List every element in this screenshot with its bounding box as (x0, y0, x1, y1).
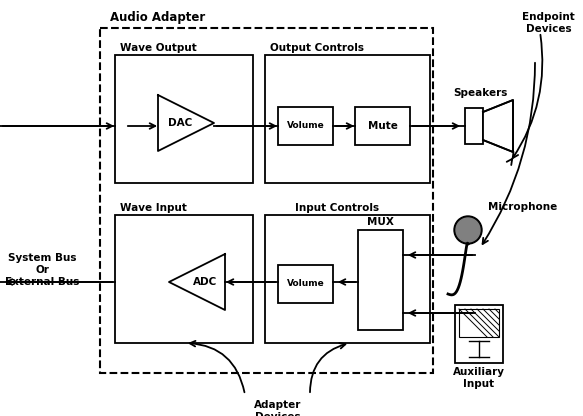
Text: Volume: Volume (287, 121, 324, 131)
Bar (455, 305, 503, 363)
Text: Adapter
Devices: Adapter Devices (254, 400, 301, 416)
Bar (115, 55, 253, 183)
Bar (355, 107, 410, 145)
Text: Input Controls: Input Controls (295, 203, 379, 213)
Bar (278, 265, 333, 303)
Bar (265, 215, 430, 343)
Text: ADC: ADC (193, 277, 217, 287)
Text: Mute: Mute (367, 121, 398, 131)
Text: Endpoint
Devices: Endpoint Devices (522, 12, 575, 34)
Circle shape (456, 218, 480, 242)
Text: Audio Adapter: Audio Adapter (110, 11, 205, 24)
Bar (115, 215, 253, 343)
Text: DAC: DAC (168, 118, 192, 128)
Text: Volume: Volume (287, 280, 324, 289)
Bar (465, 108, 483, 144)
Polygon shape (158, 95, 214, 151)
Polygon shape (483, 100, 513, 152)
Circle shape (454, 216, 482, 244)
Text: Wave Output: Wave Output (120, 43, 196, 53)
Text: Output Controls: Output Controls (270, 43, 364, 53)
Text: Microphone: Microphone (488, 202, 557, 212)
Bar (459, 309, 499, 337)
Bar (278, 107, 333, 145)
Text: Auxiliary
Input: Auxiliary Input (453, 367, 505, 389)
Polygon shape (169, 254, 225, 310)
Text: Speakers: Speakers (453, 88, 507, 98)
Text: System Bus
Or
External Bus: System Bus Or External Bus (5, 253, 79, 287)
Bar (265, 55, 430, 183)
Text: Wave Input: Wave Input (120, 203, 187, 213)
Text: MUX: MUX (367, 217, 394, 227)
Bar (100, 28, 433, 373)
Bar (358, 230, 403, 330)
